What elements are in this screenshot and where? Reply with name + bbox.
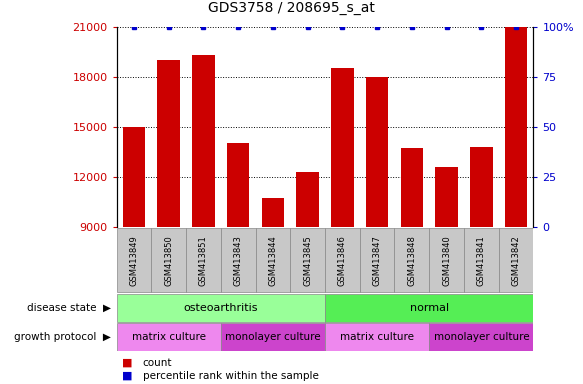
Text: matrix culture: matrix culture xyxy=(132,332,206,342)
Text: percentile rank within the sample: percentile rank within the sample xyxy=(143,371,319,381)
Bar xyxy=(498,228,533,293)
Bar xyxy=(122,127,145,227)
Text: GSM413841: GSM413841 xyxy=(477,235,486,286)
Text: GSM413843: GSM413843 xyxy=(234,235,243,286)
Bar xyxy=(464,228,498,293)
Text: disease state  ▶: disease state ▶ xyxy=(27,303,111,313)
Text: GSM413850: GSM413850 xyxy=(164,235,173,286)
Bar xyxy=(366,77,388,227)
Text: GSM413848: GSM413848 xyxy=(408,235,416,286)
Text: normal: normal xyxy=(410,303,449,313)
Bar xyxy=(395,228,429,293)
Text: GSM413846: GSM413846 xyxy=(338,235,347,286)
Bar xyxy=(255,228,290,293)
Bar xyxy=(192,55,215,227)
Bar xyxy=(262,198,284,227)
Bar xyxy=(436,167,458,227)
Bar xyxy=(505,27,528,227)
Bar xyxy=(331,68,354,227)
Bar xyxy=(117,295,325,322)
Text: GSM413851: GSM413851 xyxy=(199,235,208,286)
Bar xyxy=(221,228,255,293)
Text: ■: ■ xyxy=(122,371,133,381)
Text: count: count xyxy=(143,358,173,368)
Text: ■: ■ xyxy=(122,358,133,368)
Text: GSM413845: GSM413845 xyxy=(303,235,312,286)
Bar xyxy=(117,228,152,293)
Text: growth protocol  ▶: growth protocol ▶ xyxy=(14,332,111,342)
Bar xyxy=(429,323,533,351)
Bar xyxy=(157,60,180,227)
Text: GSM413840: GSM413840 xyxy=(442,235,451,286)
Bar xyxy=(429,228,464,293)
Bar xyxy=(221,323,325,351)
Bar xyxy=(360,228,395,293)
Bar xyxy=(325,323,429,351)
Text: GSM413842: GSM413842 xyxy=(511,235,521,286)
Text: GSM413847: GSM413847 xyxy=(373,235,382,286)
Text: matrix culture: matrix culture xyxy=(340,332,414,342)
Bar xyxy=(227,143,250,227)
Bar xyxy=(186,228,221,293)
Text: GDS3758 / 208695_s_at: GDS3758 / 208695_s_at xyxy=(208,1,375,15)
Bar xyxy=(325,228,360,293)
Text: GSM413849: GSM413849 xyxy=(129,235,139,286)
Bar xyxy=(470,147,493,227)
Text: monolayer culture: monolayer culture xyxy=(434,332,529,342)
Text: monolayer culture: monolayer culture xyxy=(225,332,321,342)
Text: GSM413844: GSM413844 xyxy=(268,235,278,286)
Bar xyxy=(296,172,319,227)
Bar xyxy=(152,228,186,293)
Text: osteoarthritis: osteoarthritis xyxy=(184,303,258,313)
Bar xyxy=(290,228,325,293)
Bar xyxy=(401,148,423,227)
Bar xyxy=(117,323,221,351)
Bar xyxy=(325,295,533,322)
